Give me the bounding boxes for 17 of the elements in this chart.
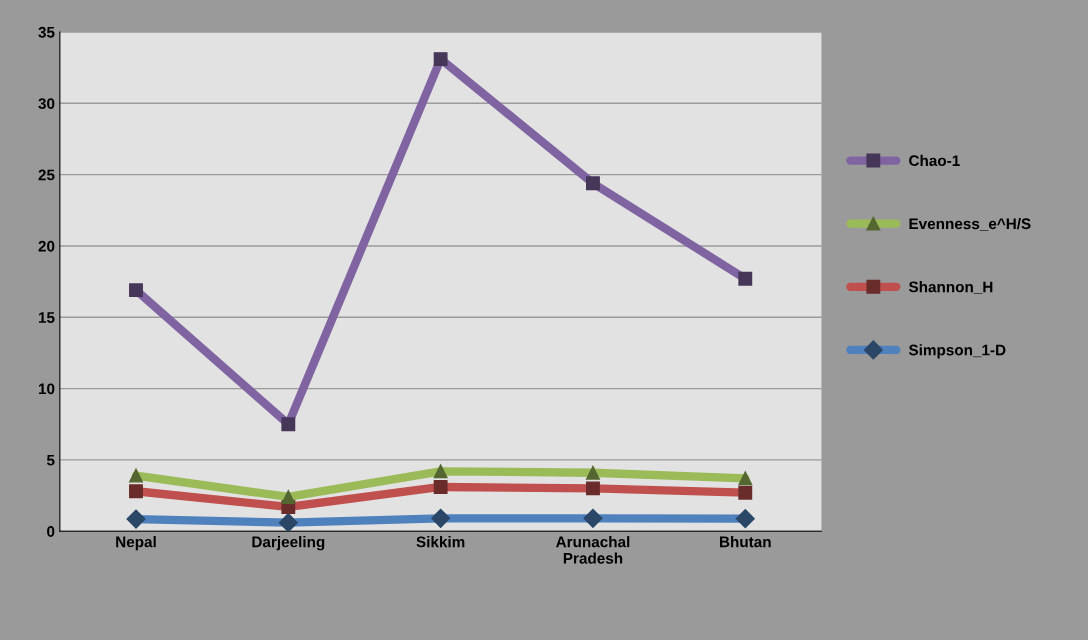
y-tick-label: 30 xyxy=(38,98,55,110)
y-tick-label: 25 xyxy=(38,169,55,181)
legend-label: Chao-1 xyxy=(909,154,960,167)
y-tick-label: 10 xyxy=(38,383,55,395)
y-tick-label: 20 xyxy=(38,240,55,252)
y-tick-label: 35 xyxy=(38,26,55,38)
x-tick-label: Nepal xyxy=(116,536,156,551)
legend-label: Evenness_e^H/S xyxy=(909,217,1031,231)
y-tick-label: 0 xyxy=(47,526,55,537)
x-tick-label: Bhutan xyxy=(720,536,771,548)
legend-label: Shannon_H xyxy=(908,281,993,295)
y-tick-label: 5 xyxy=(46,454,55,466)
x-tick-label: Sikkim xyxy=(416,536,465,548)
x-tick-label: Arunachal Pradesh xyxy=(555,536,630,564)
x-tick-label: Darjeeling xyxy=(252,536,325,551)
legend-label: Simpson_1-D xyxy=(908,344,1006,359)
y-tick-label: 15 xyxy=(38,312,55,323)
